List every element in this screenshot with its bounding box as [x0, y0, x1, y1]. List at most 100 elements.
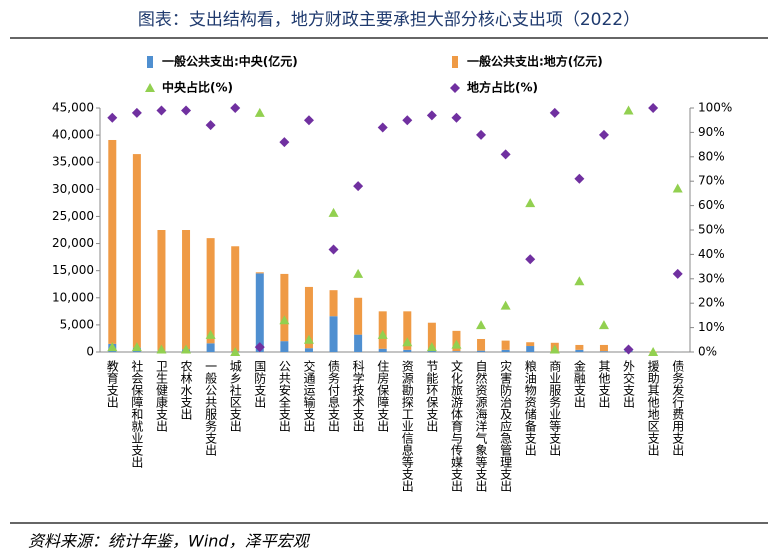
y-tick-label: 20,000 — [52, 236, 94, 250]
bar — [280, 273, 289, 342]
bar — [599, 344, 608, 352]
y2-tick-label: 90% — [698, 125, 725, 139]
x-tick-label: 援助其他地区支出 — [646, 360, 660, 456]
diamond-marker — [328, 244, 339, 255]
bar — [477, 350, 486, 352]
bar — [329, 316, 338, 352]
triangle-marker — [476, 320, 487, 330]
x-tick-label: 债务付息支出 — [327, 360, 341, 432]
legend-label: 一般公共支出:中央(亿元) — [162, 54, 298, 69]
y-tick-label: 0 — [86, 345, 94, 359]
y-tick-label: 35,000 — [52, 155, 94, 169]
bar — [206, 343, 215, 352]
y-tick-label: 5,000 — [60, 317, 94, 331]
diamond-marker — [230, 103, 241, 113]
bar — [354, 297, 363, 335]
x-tick-label: 交通运输支出 — [302, 359, 316, 432]
triangle-marker — [648, 347, 659, 356]
bar — [599, 351, 608, 352]
y2-tick-label: 40% — [698, 247, 725, 261]
bar — [403, 349, 412, 352]
diamond-marker — [672, 268, 683, 279]
triangle-marker — [131, 342, 142, 352]
x-tick-label: 商业服务业等支出 — [548, 359, 562, 456]
triangle-marker — [500, 300, 511, 310]
x-tick-label: 住房保障支出 — [376, 360, 390, 432]
x-tick-label: 一般公共服务支出 — [204, 360, 218, 456]
x-tick-label: 节能环保支出 — [425, 360, 439, 432]
triangle-marker — [107, 342, 118, 352]
triangle-marker — [574, 276, 585, 286]
diamond-marker — [402, 115, 413, 126]
diamond-marker — [648, 103, 659, 113]
x-tick-label: 农林水支出 — [179, 360, 193, 420]
diamond-marker — [598, 129, 609, 140]
bar — [427, 322, 436, 351]
triangle-marker — [672, 183, 683, 193]
triangle-marker — [549, 344, 560, 354]
triangle-marker — [525, 198, 536, 208]
bar — [403, 311, 412, 350]
bar — [132, 154, 141, 348]
triangle-marker — [328, 207, 339, 217]
bar — [329, 290, 338, 317]
bar — [231, 246, 240, 352]
diamond-marker — [303, 115, 314, 126]
y-tick-label: 30,000 — [52, 182, 94, 196]
triangle-marker — [181, 344, 192, 354]
triangle-marker — [451, 339, 462, 349]
bar — [427, 350, 436, 352]
x-tick-label: 金融支出 — [572, 359, 586, 408]
bar — [501, 340, 510, 350]
x-tick-label: 灾害防治及应急管理支出 — [499, 359, 513, 492]
bar — [575, 344, 584, 350]
y2-tick-label: 0% — [698, 345, 717, 359]
diamond-marker — [525, 254, 536, 265]
x-tick-label: 粮油物资储备支出 — [523, 359, 537, 456]
diamond-marker — [131, 107, 142, 118]
bar — [575, 349, 584, 352]
legend-label: 中央占比(%) — [162, 80, 233, 95]
bar — [206, 238, 215, 344]
y-tick-label: 15,000 — [52, 263, 94, 277]
x-tick-label: 科学技术支出 — [351, 360, 365, 432]
diamond-marker — [476, 129, 487, 140]
legend-swatch — [452, 56, 458, 68]
bar — [304, 348, 313, 352]
diamond-marker — [451, 112, 462, 123]
bar — [255, 272, 264, 274]
diamond-marker — [353, 181, 364, 192]
bar — [526, 342, 535, 347]
diamond-marker — [623, 344, 634, 355]
x-tick-label: 资源勘探工业信息等支出 — [400, 360, 414, 492]
diamond-marker — [500, 149, 511, 160]
bar — [378, 348, 387, 352]
y2-tick-label: 10% — [698, 320, 725, 334]
legend-label: 地方占比(%) — [467, 80, 538, 95]
diamond-marker — [574, 173, 585, 184]
diamond-marker — [205, 120, 216, 131]
triangle-marker — [623, 105, 634, 115]
bar — [501, 349, 510, 352]
chart-title: 图表：支出结构看，地方财政主要承担大部分核心支出项（2022） — [138, 10, 640, 30]
diamond-marker — [279, 137, 290, 148]
x-tick-label: 教育支出 — [105, 359, 119, 408]
x-tick-label: 城乡社区支出 — [228, 360, 242, 432]
triangle-marker — [353, 268, 364, 278]
diamond-marker — [377, 122, 388, 133]
triangle-marker — [145, 83, 155, 92]
y-tick-label: 45,000 — [52, 101, 94, 115]
diamond-marker — [107, 112, 118, 123]
diamond-marker — [450, 83, 460, 93]
bar — [157, 230, 166, 351]
x-tick-label: 债务发行费用支出 — [671, 360, 685, 456]
bar — [526, 346, 535, 352]
triangle-marker — [303, 334, 314, 344]
y2-tick-label: 70% — [698, 174, 725, 188]
x-tick-label: 其他支出 — [597, 360, 611, 408]
y2-tick-label: 20% — [698, 296, 725, 310]
bar — [304, 286, 313, 349]
y-tick-label: 25,000 — [52, 209, 94, 223]
triangle-marker — [279, 315, 290, 325]
x-tick-label: 自然资源海洋气象等支出 — [474, 360, 488, 492]
